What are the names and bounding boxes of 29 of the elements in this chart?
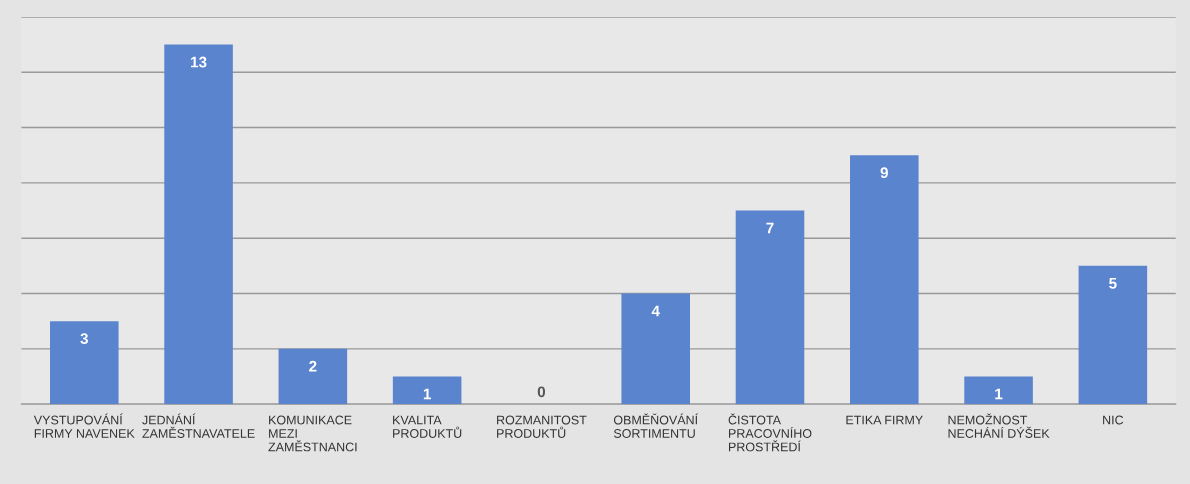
x-tick-label: OBMĚŇOVÁNÍ SORTIMENTU xyxy=(613,413,699,438)
data-label: 9 xyxy=(880,167,888,179)
x-tick-label: ČISTOTA PRACOVNÍHO PROSTŘEDÍ xyxy=(728,413,812,452)
x-tick-label: NIC xyxy=(1103,415,1124,425)
data-label: 1 xyxy=(423,388,431,400)
x-tick-label: VYSTUPOVÁNÍ FIRMY NAVENEK xyxy=(33,413,135,438)
x-tick-label: KOMUNIKACE MEZI ZAMĚSTNANCI xyxy=(268,415,357,452)
x-tick-label: KVALITA PRODUKTŮ xyxy=(393,415,462,438)
x-tick-label: NEMOŽNOST NECHÁNÍ DÝŠEK xyxy=(948,413,1050,438)
bar xyxy=(278,348,348,405)
data-label: 5 xyxy=(1109,278,1117,289)
bar xyxy=(735,210,805,405)
bar xyxy=(850,155,919,405)
x-tick-label: ETIKA FIRMY xyxy=(846,415,923,425)
data-label: 0 xyxy=(537,386,546,398)
data-label: 7 xyxy=(766,222,774,234)
bar xyxy=(964,376,1033,405)
bar xyxy=(164,44,233,405)
bar xyxy=(49,321,119,405)
data-label: 4 xyxy=(651,305,660,317)
data-label: 3 xyxy=(80,333,88,345)
x-tick-label: JEDNÁNÍ ZAMĚSTNAVATELE xyxy=(142,413,255,438)
data-label: 2 xyxy=(309,360,317,372)
bar xyxy=(1078,265,1148,405)
data-label: 13 xyxy=(191,56,207,68)
x-tick-label: ROZMANITOST PRODUKTŮ xyxy=(497,415,587,438)
bar xyxy=(392,376,462,405)
data-label: 1 xyxy=(995,388,1003,400)
bar xyxy=(621,293,690,405)
